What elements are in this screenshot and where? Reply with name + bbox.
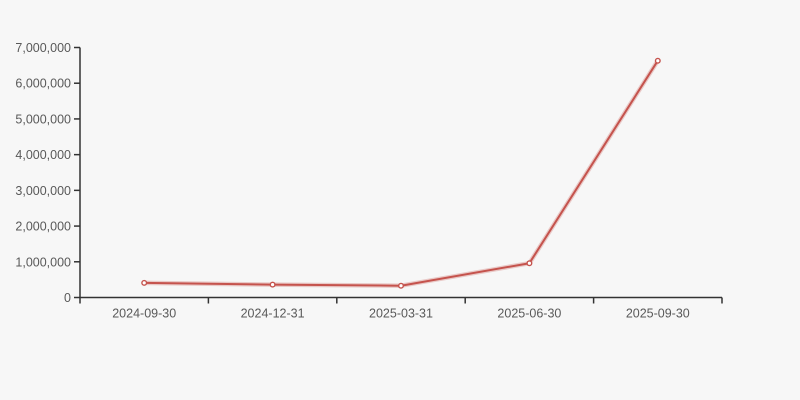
data-point-marker[interactable] <box>141 279 148 286</box>
data-point-marker[interactable] <box>526 260 533 267</box>
x-axis-tick-label: 2025-09-30 <box>626 307 690 321</box>
x-axis-tick-label: 2025-03-31 <box>369 307 433 321</box>
y-axis-tick-label: 0 <box>64 291 71 305</box>
y-axis-tick-label: 2,000,000 <box>15 220 71 234</box>
data-point-marker[interactable] <box>398 282 405 289</box>
x-axis-tick-label: 2025-06-30 <box>497 307 561 321</box>
series-line-halo <box>141 58 661 288</box>
data-point-marker[interactable] <box>654 57 661 64</box>
y-axis-tick-label: 6,000,000 <box>15 77 71 91</box>
x-axis-tick-label: 2024-09-30 <box>112 307 176 321</box>
y-axis-tick-label: 5,000,000 <box>15 112 71 126</box>
y-axis-tick-label: 3,000,000 <box>15 184 71 198</box>
series-line <box>143 59 659 287</box>
y-axis-tick-label: 4,000,000 <box>15 148 71 162</box>
data-point-marker[interactable] <box>269 281 276 288</box>
x-axis-tick-label: 2024-12-31 <box>241 307 305 321</box>
y-axis-tick-label: 7,000,000 <box>15 41 71 55</box>
y-axis-tick-label: 1,000,000 <box>15 255 71 269</box>
